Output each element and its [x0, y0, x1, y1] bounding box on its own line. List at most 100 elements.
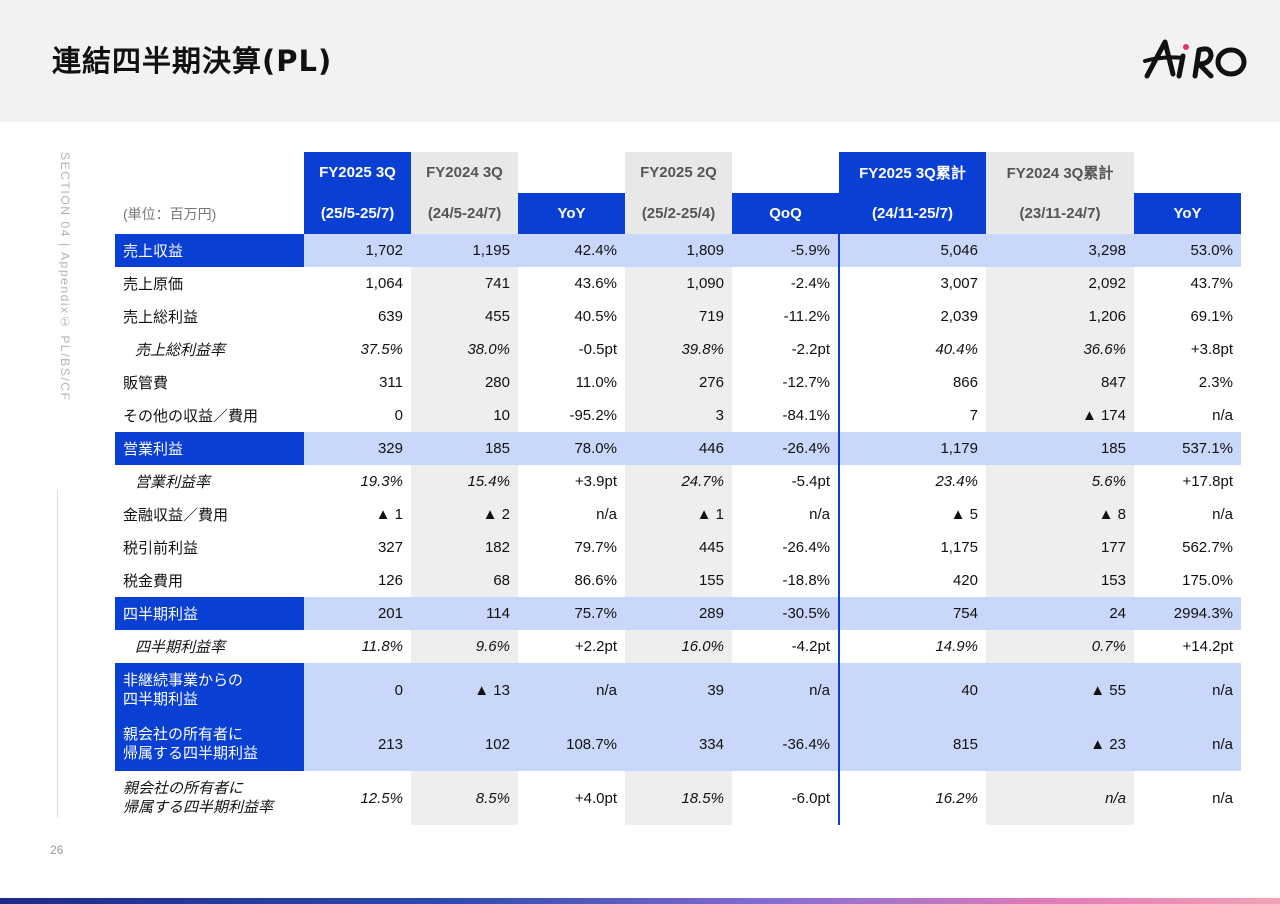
value-cell: 445: [625, 531, 732, 564]
value-cell: 79.7%: [574, 539, 617, 556]
value-cell: n/a: [1134, 717, 1241, 771]
table-row: 四半期利益 201 114 75.7% 289 -30.5% 754 24 2994.3%: [115, 597, 1241, 630]
bottom-gradient-bar: [0, 898, 1280, 904]
header-yoy: YoY: [518, 193, 625, 234]
value-cell: 43.7%: [1190, 275, 1233, 292]
pl-table: FY2025 3Q FY2024 3Q FY2025 2Q FY2025 3Q累…: [115, 152, 1241, 825]
value-cell: 42.4%: [518, 234, 625, 267]
row-label-line: 親会社の所有者に: [123, 780, 244, 797]
value-cell: -26.4%: [782, 539, 830, 556]
value-cell: 39.8%: [625, 333, 732, 366]
value-cell: +17.8pt: [1182, 473, 1233, 490]
value-cell: 40: [838, 663, 986, 717]
value-cell: 7: [838, 399, 986, 432]
value-cell: ▲ 23: [986, 717, 1134, 771]
value-cell: 741: [411, 267, 518, 300]
value-cell: 537.1%: [1134, 432, 1241, 465]
value-cell: 153: [986, 564, 1134, 597]
value-cell: 815: [838, 717, 986, 771]
section-label: SECTION 04 | Appendix① PL/BS/CF: [58, 152, 72, 402]
header-blank-yoy: [518, 152, 625, 193]
value-cell: 446: [625, 432, 732, 465]
value-cell: n/a: [986, 771, 1134, 825]
table-row: 売上総利益率 37.5% 38.0% -0.5pt 39.8% -2.2pt 40.4% 36…: [115, 333, 1241, 366]
row-label: 税金費用: [115, 564, 304, 597]
row-label-line: 四半期利益: [123, 691, 199, 708]
value-cell: 185: [986, 432, 1134, 465]
row-label: 売上収益: [115, 234, 304, 267]
value-cell: 562.7%: [1182, 539, 1233, 556]
value-cell: 0: [304, 663, 411, 717]
header-fy2024-3q-cum: FY2024 3Q累計: [986, 152, 1134, 193]
row-label: 販管費: [115, 366, 304, 399]
value-cell: 3,007: [838, 267, 986, 300]
value-cell: 78.0%: [518, 432, 625, 465]
header-row-range: (単位：百万円) (25/5-25/7) (24/5-24/7) YoY (25…: [115, 193, 1241, 234]
value-cell: ▲ 1: [625, 498, 732, 531]
value-cell: 126: [377, 572, 403, 589]
value-cell: 1,195: [411, 234, 518, 267]
table-row: 金融収益／費用 ▲ 1 ▲ 2 n/a ▲ 1 n/a ▲ 5 ▲ 8 n/a: [115, 498, 1241, 531]
side-divider: [57, 490, 58, 818]
value-cell: 18.5%: [625, 771, 732, 825]
value-cell: +3.8pt: [1190, 341, 1233, 358]
value-cell: 289: [625, 597, 732, 630]
value-cell: n/a: [1212, 506, 1233, 523]
value-cell: 11.0%: [575, 374, 617, 391]
value-cell: -12.7%: [782, 374, 830, 391]
row-label: 売上総利益: [115, 300, 304, 333]
value-cell: 15.4%: [411, 465, 518, 498]
value-cell: 213: [304, 717, 411, 771]
table-row: 売上総利益 639 455 40.5% 719 -11.2% 2,039 1,206 69.1%: [115, 300, 1241, 333]
value-cell: 639: [377, 308, 403, 325]
value-cell: 201: [304, 597, 411, 630]
value-cell: 40.4%: [838, 333, 986, 366]
range-fy2024-3q: (24/5-24/7): [411, 193, 518, 234]
value-cell: 16.2%: [838, 771, 986, 825]
value-cell: -5.4pt: [791, 473, 830, 490]
value-cell: 455: [411, 300, 518, 333]
value-cell: 420: [838, 564, 986, 597]
value-cell: -2.4%: [790, 275, 830, 292]
row-label: 金融収益／費用: [115, 498, 304, 531]
value-cell: 43.6%: [574, 275, 617, 292]
value-cell: n/a: [1212, 407, 1233, 424]
value-cell: 0.7%: [986, 630, 1134, 663]
row-label: 親会社の所有者に 帰属する四半期利益: [115, 717, 304, 771]
header-fy2024-3q: FY2024 3Q: [411, 152, 518, 193]
header-fy2025-3q-cum: FY2025 3Q累計: [839, 152, 986, 193]
row-label: 税引前利益: [115, 531, 304, 564]
table-row: 売上原価 1,064 741 43.6% 1,090 -2.4% 3,007 2,092 43.…: [115, 267, 1241, 300]
range-fy2024-3q-cum: (23/11-24/7): [986, 193, 1134, 234]
value-cell: n/a: [1134, 663, 1241, 717]
value-cell: ▲ 55: [986, 663, 1134, 717]
table-row: その他の収益／費用 0 10 -95.2% 3 -84.1% 7 ▲ 174 n/a: [115, 399, 1241, 432]
value-cell: 108.7%: [518, 717, 625, 771]
range-fy2025-3q-cum: (24/11-25/7): [839, 193, 986, 234]
value-cell: 1,175: [838, 531, 986, 564]
row-label: 営業利益率: [115, 465, 304, 498]
value-cell: 185: [411, 432, 518, 465]
header-blank-qoq: [732, 152, 839, 193]
table-row: 営業利益 329 185 78.0% 446 -26.4% 1,179 185 537.1%: [115, 432, 1241, 465]
value-cell: -4.2pt: [791, 638, 830, 655]
value-cell: 1,702: [304, 234, 411, 267]
value-cell: 847: [986, 366, 1134, 399]
table-row: 親会社の所有者に 帰属する四半期利益率 12.5% 8.5% +4.0pt 18.5% -6…: [115, 771, 1241, 825]
header-qoq: QoQ: [732, 193, 839, 234]
value-cell: n/a: [596, 506, 617, 523]
value-cell: 155: [625, 564, 732, 597]
row-label-line: 帰属する四半期利益: [123, 745, 259, 762]
value-cell: 53.0%: [1134, 234, 1241, 267]
table-row: 親会社の所有者に 帰属する四半期利益 213 102 108.7% 334 -36.4% 81…: [115, 717, 1241, 771]
row-label: 売上原価: [115, 267, 304, 300]
page-number: 26: [50, 843, 64, 857]
value-cell: 12.5%: [360, 789, 403, 807]
value-cell: 9.6%: [411, 630, 518, 663]
value-cell: 37.5%: [360, 341, 403, 358]
value-cell: ▲ 13: [411, 663, 518, 717]
value-cell: 19.3%: [360, 473, 403, 490]
row-label-line: 帰属する四半期利益率: [123, 799, 274, 816]
value-cell: 866: [838, 366, 986, 399]
value-cell: 1,064: [365, 275, 403, 292]
